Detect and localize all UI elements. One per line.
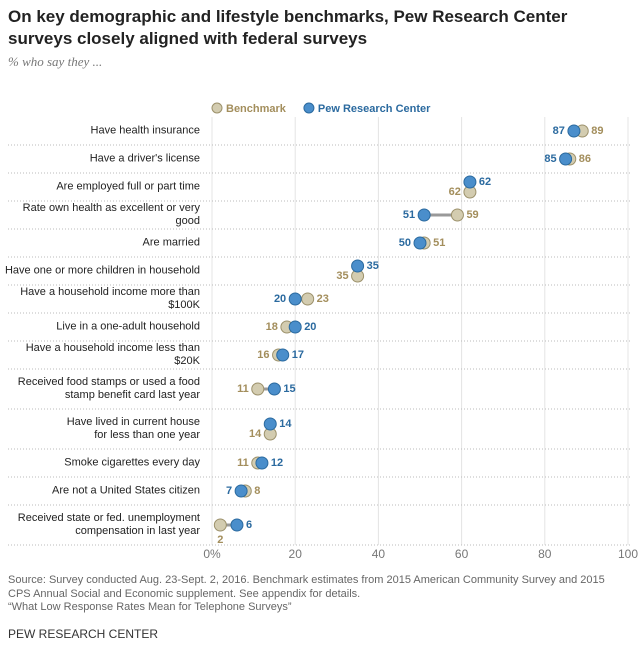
category-label: Have lived in current house for less tha… (66, 416, 200, 441)
data-label: 23 (317, 293, 329, 305)
x-tick-label: 20 (289, 547, 303, 561)
category-label: Received state or fed. unemployment comp… (17, 512, 200, 537)
data-label: 12 (271, 457, 283, 469)
data-label: 18 (266, 321, 278, 333)
legend-marker (303, 102, 315, 114)
data-label: 7 (226, 485, 232, 497)
dot (267, 382, 281, 396)
category-label: Rate own health as excellent or very goo… (22, 202, 200, 227)
category-label: Are married (142, 236, 200, 249)
x-tick-label: 100 (618, 547, 638, 561)
category-label: Have a household income less than $20K (25, 342, 200, 367)
data-label: 35 (367, 260, 379, 272)
data-label: 6 (246, 519, 252, 531)
credit: PEW RESEARCH CENTER (8, 627, 159, 641)
dot (351, 259, 365, 273)
data-label: 89 (591, 125, 603, 137)
dot (301, 292, 315, 306)
data-label: 35 (336, 270, 348, 282)
category-label: Smoke cigarettes every day (64, 456, 200, 469)
chart-subtitle: % who say they ... (8, 54, 103, 69)
x-tick-label: 80 (538, 547, 552, 561)
data-label: 8 (254, 485, 260, 497)
category-label: Received food stamps or used a food stam… (17, 376, 200, 401)
dot (450, 208, 464, 222)
category-label: Have health insurance (90, 124, 200, 137)
dot (234, 484, 248, 498)
source-note: Source: Survey conducted Aug. 23-Sept. 2… (8, 574, 605, 613)
dot (276, 348, 290, 362)
data-label: 59 (466, 209, 478, 221)
data-label: 62 (479, 176, 491, 188)
data-label: 17 (292, 349, 304, 361)
dot (288, 320, 302, 334)
data-label: 15 (283, 383, 295, 395)
legend-label: Benchmark (226, 103, 287, 115)
dot (413, 236, 427, 250)
legend-label: Pew Research Center (318, 103, 431, 115)
x-tick-label: 0% (203, 547, 221, 561)
legend-marker (211, 102, 223, 114)
dot (288, 292, 302, 306)
data-label: 86 (579, 153, 591, 165)
category-label: Are employed full or part time (56, 180, 200, 193)
data-label: 2 (217, 534, 223, 546)
data-label: 11 (237, 457, 249, 469)
data-label: 20 (274, 293, 286, 305)
data-label: 14 (279, 418, 292, 430)
dot (567, 124, 581, 138)
dot (251, 382, 265, 396)
data-label: 14 (249, 428, 262, 440)
category-label: Have one or more children in household (4, 264, 200, 277)
category-label: Have a driver's license (89, 152, 200, 165)
data-label: 20 (304, 321, 316, 333)
category-label: Live in a one-adult household (56, 320, 200, 333)
category-label: Have a household income more than $100K (20, 286, 200, 311)
data-label: 85 (544, 153, 556, 165)
dot (255, 456, 269, 470)
data-label: 87 (553, 125, 565, 137)
dot (559, 152, 573, 166)
data-label: 50 (399, 237, 411, 249)
data-label: 62 (449, 186, 461, 198)
dot (417, 208, 431, 222)
dot (463, 175, 477, 189)
category-label: Are not a United States citizen (52, 484, 200, 497)
data-label: 51 (403, 209, 415, 221)
data-label: 16 (257, 349, 269, 361)
dot (230, 518, 244, 532)
chart-title: On key demographic and lifestyle benchma… (8, 7, 568, 48)
dot (213, 518, 227, 532)
x-tick-label: 40 (372, 547, 386, 561)
data-label: 51 (433, 237, 445, 249)
data-label: 11 (237, 383, 249, 395)
dot (263, 417, 277, 431)
x-tick-label: 60 (455, 547, 469, 561)
